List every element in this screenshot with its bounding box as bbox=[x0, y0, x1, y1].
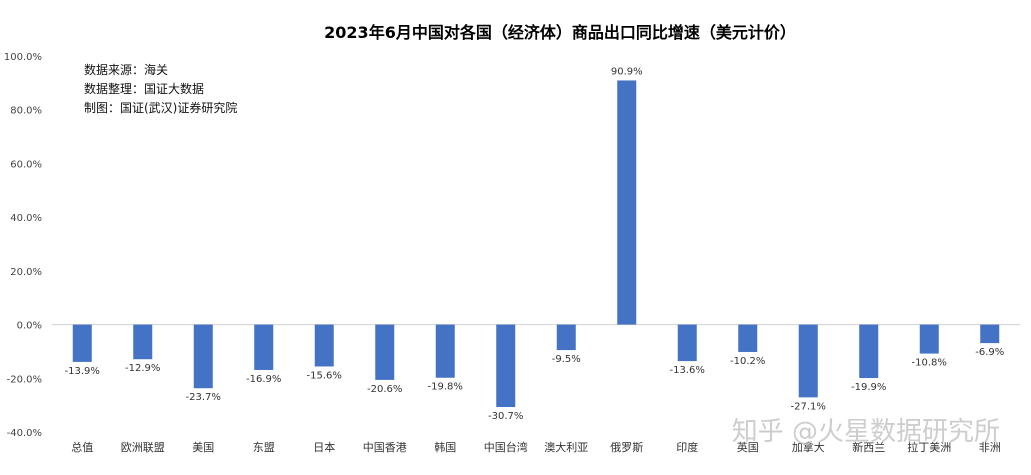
y-tick-label: 20.0% bbox=[10, 267, 42, 278]
x-tick-label: 中国台湾 bbox=[484, 440, 528, 454]
bar bbox=[617, 80, 637, 325]
data-label: -12.9% bbox=[125, 363, 160, 374]
data-label: -16.9% bbox=[246, 374, 281, 385]
bar bbox=[314, 324, 334, 367]
data-label: -9.5% bbox=[552, 354, 581, 365]
bar bbox=[72, 324, 92, 362]
y-axis-ticks: -40.0% -20.0% 0.0% 20.0% 40.0% 60.0% 80.0% 100.… bbox=[4, 52, 42, 439]
bar bbox=[496, 324, 516, 408]
x-tick-label: 拉丁美洲 bbox=[907, 440, 951, 454]
x-tick-label: 总值 bbox=[71, 440, 93, 454]
bar bbox=[133, 324, 153, 360]
data-label: -23.7% bbox=[186, 392, 221, 403]
note-line: 制图：国证(武汉)证券研究院 bbox=[84, 100, 237, 115]
bar bbox=[738, 324, 758, 352]
data-label: -19.8% bbox=[428, 382, 463, 393]
bar bbox=[556, 324, 576, 351]
x-tick-label: 日本 bbox=[313, 440, 335, 454]
x-tick-label: 东盟 bbox=[253, 441, 275, 454]
bars bbox=[72, 80, 1000, 408]
note-line: 数据整理：国证大数据 bbox=[84, 81, 204, 96]
data-label: -30.7% bbox=[488, 411, 523, 422]
x-tick-label: 俄罗斯 bbox=[610, 441, 643, 454]
y-tick-label: -40.0% bbox=[7, 428, 42, 439]
bar bbox=[375, 324, 395, 380]
x-tick-label: 非洲 bbox=[979, 441, 1001, 454]
data-label: -10.8% bbox=[912, 358, 947, 369]
x-tick-label: 澳大利亚 bbox=[544, 440, 588, 454]
y-tick-label: 100.0% bbox=[4, 52, 42, 63]
x-tick-label: 韩国 bbox=[434, 440, 456, 454]
bar bbox=[677, 324, 697, 362]
watermark-text: 知乎 @火星数据研究所 bbox=[732, 417, 1000, 447]
bar bbox=[859, 324, 879, 379]
data-labels: -13.9% -12.9% -23.7% -16.9% -15.6% -20.6% -19.… bbox=[65, 66, 1005, 422]
data-label: -15.6% bbox=[307, 370, 342, 381]
x-axis-labels: 总值 欧洲联盟 美国 东盟 日本 中国香港 韩国 中国台湾 澳大利亚 俄罗斯 印度 英国 加拿大 新西兰 拉… bbox=[71, 440, 1001, 454]
data-label: 90.9% bbox=[611, 66, 643, 77]
y-tick-label: 0.0% bbox=[17, 321, 42, 332]
bar bbox=[254, 324, 274, 370]
y-tick-label: -20.0% bbox=[7, 374, 42, 385]
chart-title: 2023年6月中国对各国（经济体）商品出口同比增速（美元计价） bbox=[324, 23, 796, 42]
data-label: -27.1% bbox=[791, 401, 826, 412]
data-label: -6.9% bbox=[975, 347, 1004, 358]
bar bbox=[798, 324, 818, 398]
x-tick-label: 加拿大 bbox=[792, 440, 825, 454]
x-tick-label: 印度 bbox=[676, 440, 698, 454]
bar bbox=[980, 324, 1000, 344]
y-tick-label: 60.0% bbox=[10, 159, 42, 170]
data-label: -19.9% bbox=[851, 382, 886, 393]
data-label: -20.6% bbox=[367, 384, 402, 395]
bar bbox=[435, 324, 455, 378]
y-tick-label: 40.0% bbox=[10, 213, 42, 224]
data-label: -13.6% bbox=[670, 365, 705, 376]
x-tick-label: 中国香港 bbox=[363, 441, 407, 454]
note-line: 数据来源：海关 bbox=[84, 62, 168, 77]
data-label: -10.2% bbox=[730, 356, 765, 367]
bar bbox=[919, 324, 939, 354]
y-tick-label: 80.0% bbox=[10, 106, 42, 117]
bar bbox=[193, 324, 213, 389]
x-tick-label: 欧洲联盟 bbox=[121, 441, 165, 454]
data-label: -13.9% bbox=[65, 366, 100, 377]
x-tick-label: 英国 bbox=[737, 440, 759, 454]
x-tick-label: 新西兰 bbox=[852, 440, 885, 454]
x-tick-label: 美国 bbox=[192, 441, 214, 454]
